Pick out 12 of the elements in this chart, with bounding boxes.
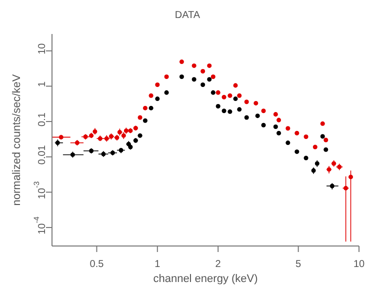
y-tick-label: 0.1 [36,112,48,126]
x-tick-label: 10 [353,258,365,270]
y-tick-label: 1 [36,80,48,87]
y-tick-label: 0.01 [36,144,48,165]
x-tick-label: 5 [296,258,302,270]
y-axis-title: normalized counts/sec/keV [10,74,23,206]
x-axis-title: channel energy (keV) [153,273,258,285]
y-tick-label: 10 [36,42,48,54]
chart-title: DATA [174,9,202,23]
x-tick-label: 1 [154,258,161,270]
x-tick-label: 0.5 [90,258,104,270]
x-tick-label: 2 [215,258,222,270]
